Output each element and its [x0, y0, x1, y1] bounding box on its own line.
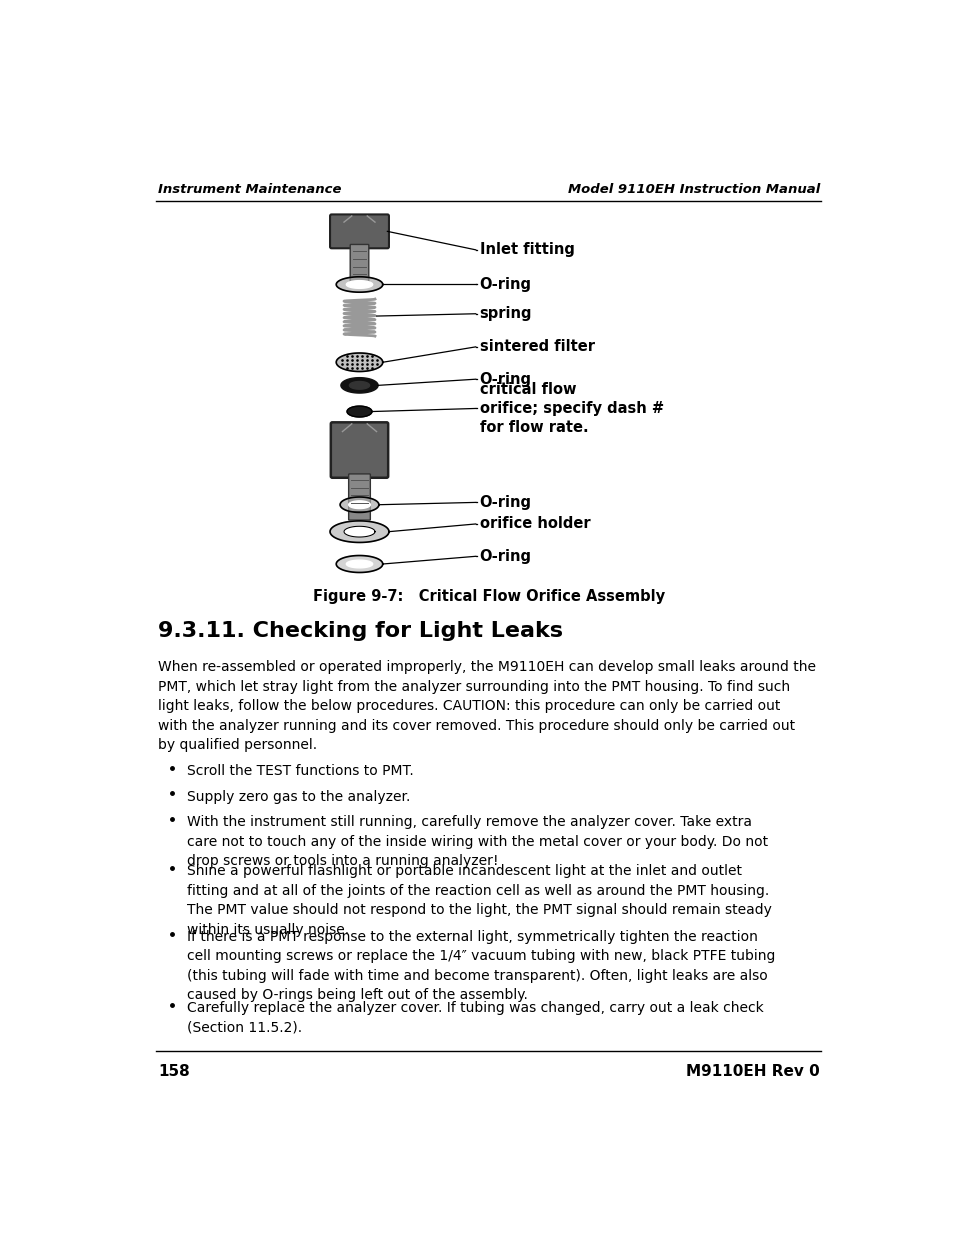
Polygon shape [344, 526, 375, 537]
Text: critical flow
orifice; specify dash #
for flow rate.: critical flow orifice; specify dash # fo… [479, 383, 663, 435]
FancyBboxPatch shape [331, 422, 388, 478]
Text: If there is a PMT response to the external light, symmetrically tighten the reac: If there is a PMT response to the extern… [187, 930, 775, 1003]
Text: 158: 158 [158, 1065, 190, 1079]
Text: 9.3.11. Checking for Light Leaks: 9.3.11. Checking for Light Leaks [158, 621, 562, 641]
FancyBboxPatch shape [350, 245, 369, 283]
Polygon shape [346, 280, 373, 288]
Text: O-ring: O-ring [479, 495, 531, 510]
Text: orifice holder: orifice holder [479, 516, 590, 531]
Text: M9110EH Rev 0: M9110EH Rev 0 [685, 1065, 819, 1079]
Text: O-ring: O-ring [479, 277, 531, 291]
Text: spring: spring [479, 306, 532, 321]
Text: When re-assembled or operated improperly, the M9110EH can develop small leaks ar: When re-assembled or operated improperly… [158, 661, 815, 752]
Text: Scroll the TEST functions to PMT.: Scroll the TEST functions to PMT. [187, 764, 414, 778]
Text: Shine a powerful flashlight or portable incandescent light at the inlet and outl: Shine a powerful flashlight or portable … [187, 864, 772, 937]
Polygon shape [340, 496, 378, 513]
Polygon shape [335, 556, 382, 573]
Text: Inlet fitting: Inlet fitting [479, 242, 574, 257]
Polygon shape [348, 501, 370, 509]
FancyBboxPatch shape [348, 474, 370, 520]
Polygon shape [346, 561, 373, 568]
Polygon shape [347, 406, 372, 417]
Text: Figure 9-7:   Critical Flow Orifice Assembly: Figure 9-7: Critical Flow Orifice Assemb… [313, 589, 664, 604]
Text: Model 9110EH Instruction Manual: Model 9110EH Instruction Manual [567, 183, 819, 196]
Polygon shape [330, 521, 389, 542]
Text: Supply zero gas to the analyzer.: Supply zero gas to the analyzer. [187, 789, 411, 804]
Polygon shape [335, 353, 382, 372]
Polygon shape [335, 277, 382, 293]
Text: O-ring: O-ring [479, 548, 531, 564]
FancyBboxPatch shape [330, 215, 389, 248]
Text: Instrument Maintenance: Instrument Maintenance [158, 183, 341, 196]
Polygon shape [349, 382, 369, 389]
Polygon shape [340, 378, 377, 393]
Text: With the instrument still running, carefully remove the analyzer cover. Take ext: With the instrument still running, caref… [187, 815, 768, 868]
Text: Carefully replace the analyzer cover. If tubing was changed, carry out a leak ch: Carefully replace the analyzer cover. If… [187, 1002, 763, 1035]
Text: O-ring: O-ring [479, 372, 531, 387]
Text: sintered filter: sintered filter [479, 340, 594, 354]
